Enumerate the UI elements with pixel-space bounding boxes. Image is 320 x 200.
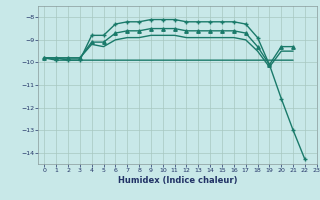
X-axis label: Humidex (Indice chaleur): Humidex (Indice chaleur) bbox=[118, 176, 237, 185]
